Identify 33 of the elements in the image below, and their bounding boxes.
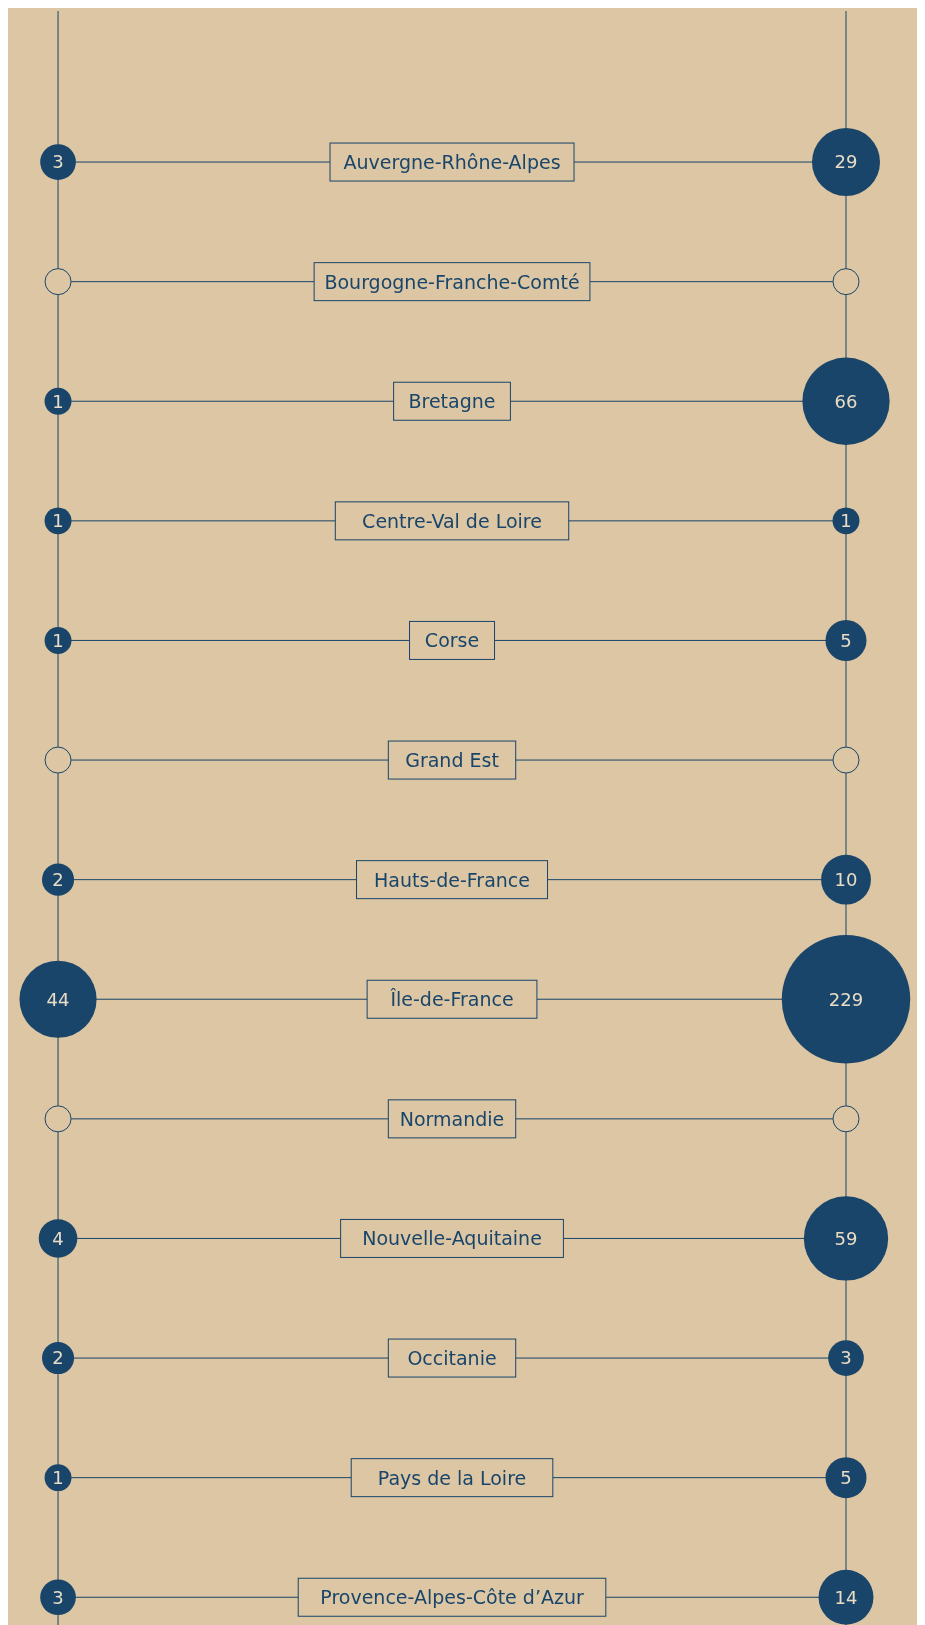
data-label: 1 (52, 390, 64, 412)
data-label: 1 (840, 510, 852, 532)
data-label: 1 (52, 1467, 64, 1489)
category-label: Provence-Alpes-Côte d’Azur (320, 1586, 584, 1609)
category-label: Grand Est (405, 749, 499, 772)
data-label: 44 (46, 988, 70, 1010)
data-label: 229 (828, 988, 864, 1010)
category-label: Corse (424, 629, 480, 652)
category-label: Auvergne-Rhône-Alpes (343, 151, 561, 174)
category-label: Bourgogne-Franche-Comté (324, 270, 580, 293)
category-label: Pays de la Loire (377, 1466, 527, 1489)
data-label: 10 (834, 869, 858, 891)
data-label: 3 (52, 1586, 64, 1608)
data-label: 29 (834, 151, 858, 173)
data-label: 2 (52, 1347, 64, 1369)
category-label: Île-de-France (389, 988, 514, 1011)
category-label: Bretagne (408, 390, 496, 413)
data-label: 1 (52, 629, 64, 651)
data-label: 4 (52, 1227, 64, 1249)
category-label: Nouvelle-Aquitaine (362, 1227, 542, 1250)
category-label: Normandie (399, 1107, 505, 1130)
data-label: 2 (52, 869, 64, 891)
category-label: Hauts-de-France (374, 868, 530, 891)
data-label: 1 (52, 510, 64, 532)
data-label: 3 (52, 151, 64, 173)
category-label: Occitanie (407, 1347, 497, 1370)
data-label: 59 (834, 1227, 858, 1249)
data-label: 66 (834, 390, 858, 412)
data-label: 14 (834, 1586, 858, 1608)
data-label: 5 (840, 1467, 852, 1489)
data-label: 5 (840, 629, 852, 651)
data-label: 3 (840, 1347, 852, 1369)
category-label: Centre-Val de Loire (362, 509, 542, 532)
